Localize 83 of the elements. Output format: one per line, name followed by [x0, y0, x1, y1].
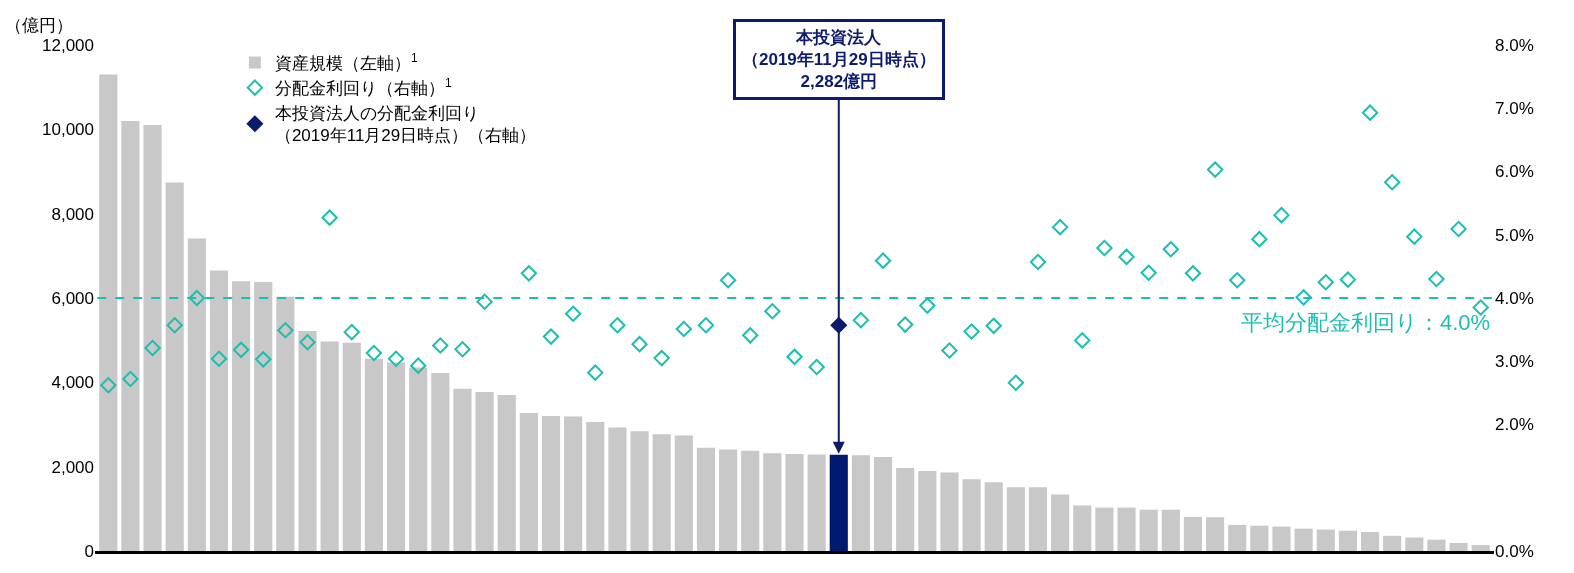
bar — [984, 482, 1003, 551]
y-tick-label: 2,000 — [51, 457, 94, 477]
y2-tick-label: 4.0% — [1495, 288, 1534, 308]
bar — [254, 281, 273, 551]
bar — [608, 427, 627, 551]
bar — [1228, 524, 1247, 551]
bar — [785, 454, 804, 551]
bar — [918, 470, 937, 551]
bar — [896, 467, 915, 551]
bar — [453, 388, 472, 551]
bar — [696, 447, 716, 551]
bar — [1073, 505, 1092, 551]
y-axis-title: （億円） — [5, 16, 73, 35]
legend-label: 資産規模（左軸）$^{1}$ — [274, 51, 418, 74]
bar — [143, 125, 162, 551]
bar — [1449, 542, 1468, 551]
bar — [962, 479, 981, 551]
bar — [1316, 529, 1335, 551]
y2-tick-label: 6.0% — [1495, 162, 1534, 182]
y2-tick-label: 3.0% — [1495, 352, 1534, 372]
bar — [1117, 507, 1136, 551]
y-tick-label: 12,000 — [42, 35, 94, 55]
bar — [1161, 509, 1180, 551]
bar — [1338, 530, 1357, 551]
bar — [1183, 516, 1203, 551]
bar — [1095, 507, 1114, 551]
bar — [807, 454, 826, 551]
bar — [1427, 539, 1446, 551]
bar — [209, 270, 229, 551]
bar — [1360, 532, 1380, 551]
y2-tick-label: 2.0% — [1495, 415, 1534, 435]
bar — [187, 238, 206, 551]
bar — [630, 431, 649, 551]
y2-tick-label: 0.0% — [1495, 541, 1534, 561]
bar — [1383, 535, 1402, 551]
y-tick-label: 6,000 — [51, 288, 94, 308]
bar — [431, 373, 450, 551]
bar — [1051, 494, 1070, 551]
bar — [519, 413, 538, 551]
bar — [1405, 537, 1424, 551]
bar — [851, 455, 870, 551]
bar — [409, 367, 428, 551]
bar — [121, 120, 140, 551]
bar — [1250, 525, 1269, 551]
bar — [298, 330, 317, 551]
bar — [564, 416, 583, 551]
bar — [386, 362, 406, 551]
y-tick-label: 8,000 — [51, 204, 94, 224]
bar — [763, 453, 782, 551]
bar — [741, 450, 760, 551]
bar — [1006, 487, 1025, 551]
bar — [541, 416, 561, 551]
y-tick-label: 0 — [84, 541, 94, 561]
bar — [342, 342, 361, 551]
bar — [1471, 545, 1490, 551]
bar — [940, 472, 959, 551]
bar — [873, 456, 893, 551]
bar — [364, 358, 383, 551]
bar — [1206, 517, 1225, 551]
bar — [1294, 528, 1313, 551]
bar — [497, 394, 516, 551]
ref-line-label: 平均分配金利回り：4.0% — [1241, 310, 1491, 335]
legend-label: 本投資法人の分配金利回り（2019年11月29日時点）（右軸） — [274, 104, 537, 146]
annotation: 本投資法人（2019年11月29日時点）2,282億円 — [742, 28, 936, 92]
y2-tick-label: 5.0% — [1495, 225, 1534, 245]
y2-tick-label: 8.0% — [1495, 35, 1534, 55]
bar — [165, 182, 184, 551]
bar — [1028, 487, 1048, 551]
bar — [99, 74, 118, 551]
bar — [1139, 509, 1158, 551]
y-tick-label: 10,000 — [42, 120, 94, 140]
bar — [1272, 526, 1291, 551]
bar — [652, 434, 671, 551]
bar — [586, 421, 605, 551]
bar — [276, 296, 295, 551]
legend-label: 分配金利回り（右軸）$^{1}$ — [274, 76, 452, 99]
y2-tick-label: 7.0% — [1495, 99, 1534, 119]
bar — [232, 281, 251, 551]
bar — [719, 449, 738, 551]
bar — [674, 435, 693, 551]
bar — [320, 341, 339, 551]
bar — [475, 392, 494, 551]
y-tick-label: 4,000 — [51, 373, 94, 393]
